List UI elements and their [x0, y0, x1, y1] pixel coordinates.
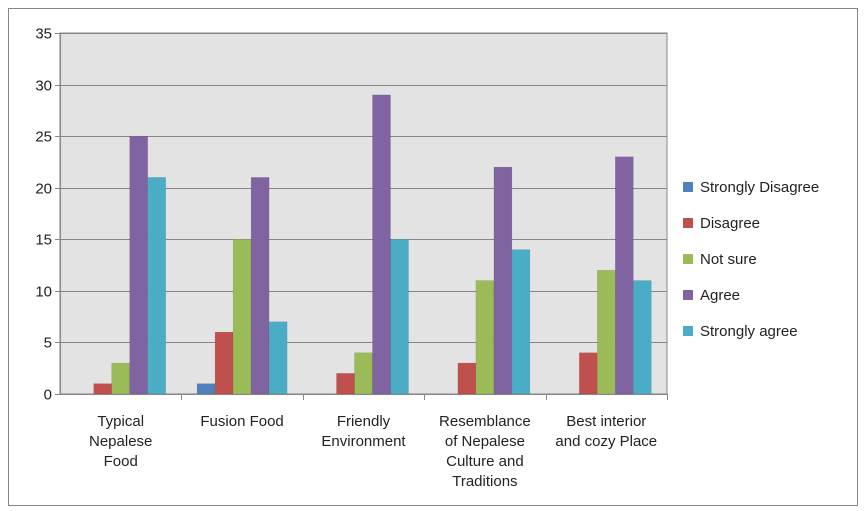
bar [111, 362, 130, 395]
x-category-label-line: Fusion Food [200, 413, 283, 430]
bar [475, 280, 495, 395]
x-category-label: Best interior and cozy Place [555, 413, 657, 450]
axes [55, 33, 668, 400]
bar [511, 249, 531, 395]
x-category-label: Resemblance of Nepalese Culture and Traditi… [439, 413, 531, 490]
x-category-label-line: Best interior [566, 413, 646, 430]
bar [129, 135, 148, 395]
x-category-labels: Typical Nepalese Food Fusion Food Friendly En… [89, 413, 657, 490]
bar [457, 362, 477, 395]
legend-swatch [683, 182, 693, 192]
x-category-label-line: Environment [321, 433, 406, 450]
bar [493, 166, 513, 395]
x-category-label: Friendly Environment [321, 413, 406, 450]
legend-label: Strongly Disagree [700, 179, 819, 196]
bar [196, 383, 216, 395]
bar [336, 373, 355, 395]
legend-label: Disagree [700, 215, 760, 232]
x-category-label-line: of Nepalese [445, 433, 525, 450]
bars [93, 94, 652, 395]
bar [372, 94, 391, 395]
y-tick-label: 25 [35, 129, 52, 146]
legend: Strongly Disagree Disagree Not sure Agree St… [683, 179, 819, 340]
y-tick-label: 35 [35, 26, 52, 43]
bar [615, 156, 634, 395]
bar [268, 321, 288, 395]
x-category-label-line: Traditions [452, 473, 517, 490]
bar [147, 177, 166, 395]
x-category-label: Fusion Food [200, 413, 283, 430]
bar [93, 383, 112, 395]
x-category-label-line: Nepalese [89, 433, 152, 450]
y-tick-label: 10 [35, 284, 52, 301]
y-tick-labels: 0 5 10 15 20 25 30 35 [35, 26, 52, 404]
x-category-label-line: Food [104, 453, 138, 470]
legend-swatch [683, 326, 693, 336]
bar [232, 239, 252, 395]
x-category-label-line: and cozy Place [555, 433, 657, 450]
y-tick-label: 5 [44, 335, 52, 352]
legend-label: Not sure [700, 251, 757, 268]
y-tick-label: 30 [35, 78, 52, 95]
x-category-label-line: Culture and [446, 453, 524, 470]
bar [633, 280, 652, 395]
y-tick-label: 0 [44, 387, 52, 404]
x-category-label-line: Typical [97, 413, 144, 430]
bar [579, 352, 598, 395]
legend-swatch [683, 290, 693, 300]
bar [597, 269, 616, 395]
x-category-label: Typical Nepalese Food [89, 413, 152, 470]
legend-swatch [683, 218, 693, 228]
bar [390, 239, 409, 395]
bar [250, 177, 270, 395]
legend-label: Agree [700, 287, 740, 304]
bar [214, 331, 234, 395]
y-tick-label: 20 [35, 181, 52, 198]
legend-swatch [683, 254, 693, 264]
x-category-label-line: Friendly [337, 413, 391, 430]
bar [354, 352, 373, 395]
x-category-label-line: Resemblance [439, 413, 531, 430]
legend-label: Strongly agree [700, 323, 798, 340]
y-tick-label: 15 [35, 232, 52, 249]
